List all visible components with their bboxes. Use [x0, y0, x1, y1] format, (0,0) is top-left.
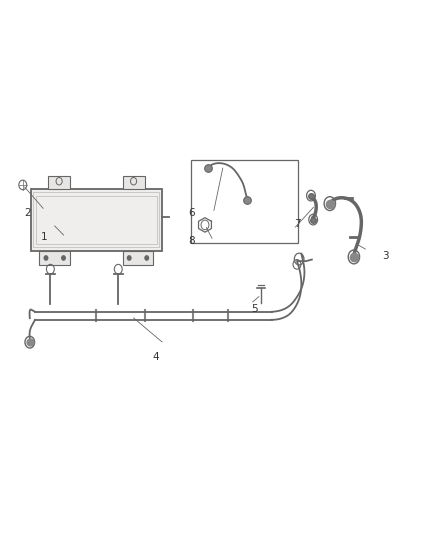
Bar — [36, 196, 157, 244]
Text: 7: 7 — [294, 219, 301, 229]
Circle shape — [44, 256, 48, 260]
Circle shape — [127, 256, 131, 260]
Text: 2: 2 — [24, 208, 31, 218]
Bar — [123, 176, 145, 189]
Bar — [48, 176, 70, 189]
Bar — [123, 251, 153, 265]
Text: 1: 1 — [40, 232, 47, 242]
Circle shape — [62, 256, 65, 260]
Bar — [39, 251, 70, 265]
Text: 3: 3 — [382, 251, 389, 261]
Bar — [31, 189, 162, 251]
Bar — [33, 192, 159, 247]
Circle shape — [145, 256, 148, 260]
Text: 8: 8 — [188, 236, 195, 246]
Text: 5: 5 — [251, 304, 258, 314]
Text: 6: 6 — [188, 208, 195, 218]
Text: 4: 4 — [152, 352, 159, 362]
Bar — [191, 160, 298, 243]
